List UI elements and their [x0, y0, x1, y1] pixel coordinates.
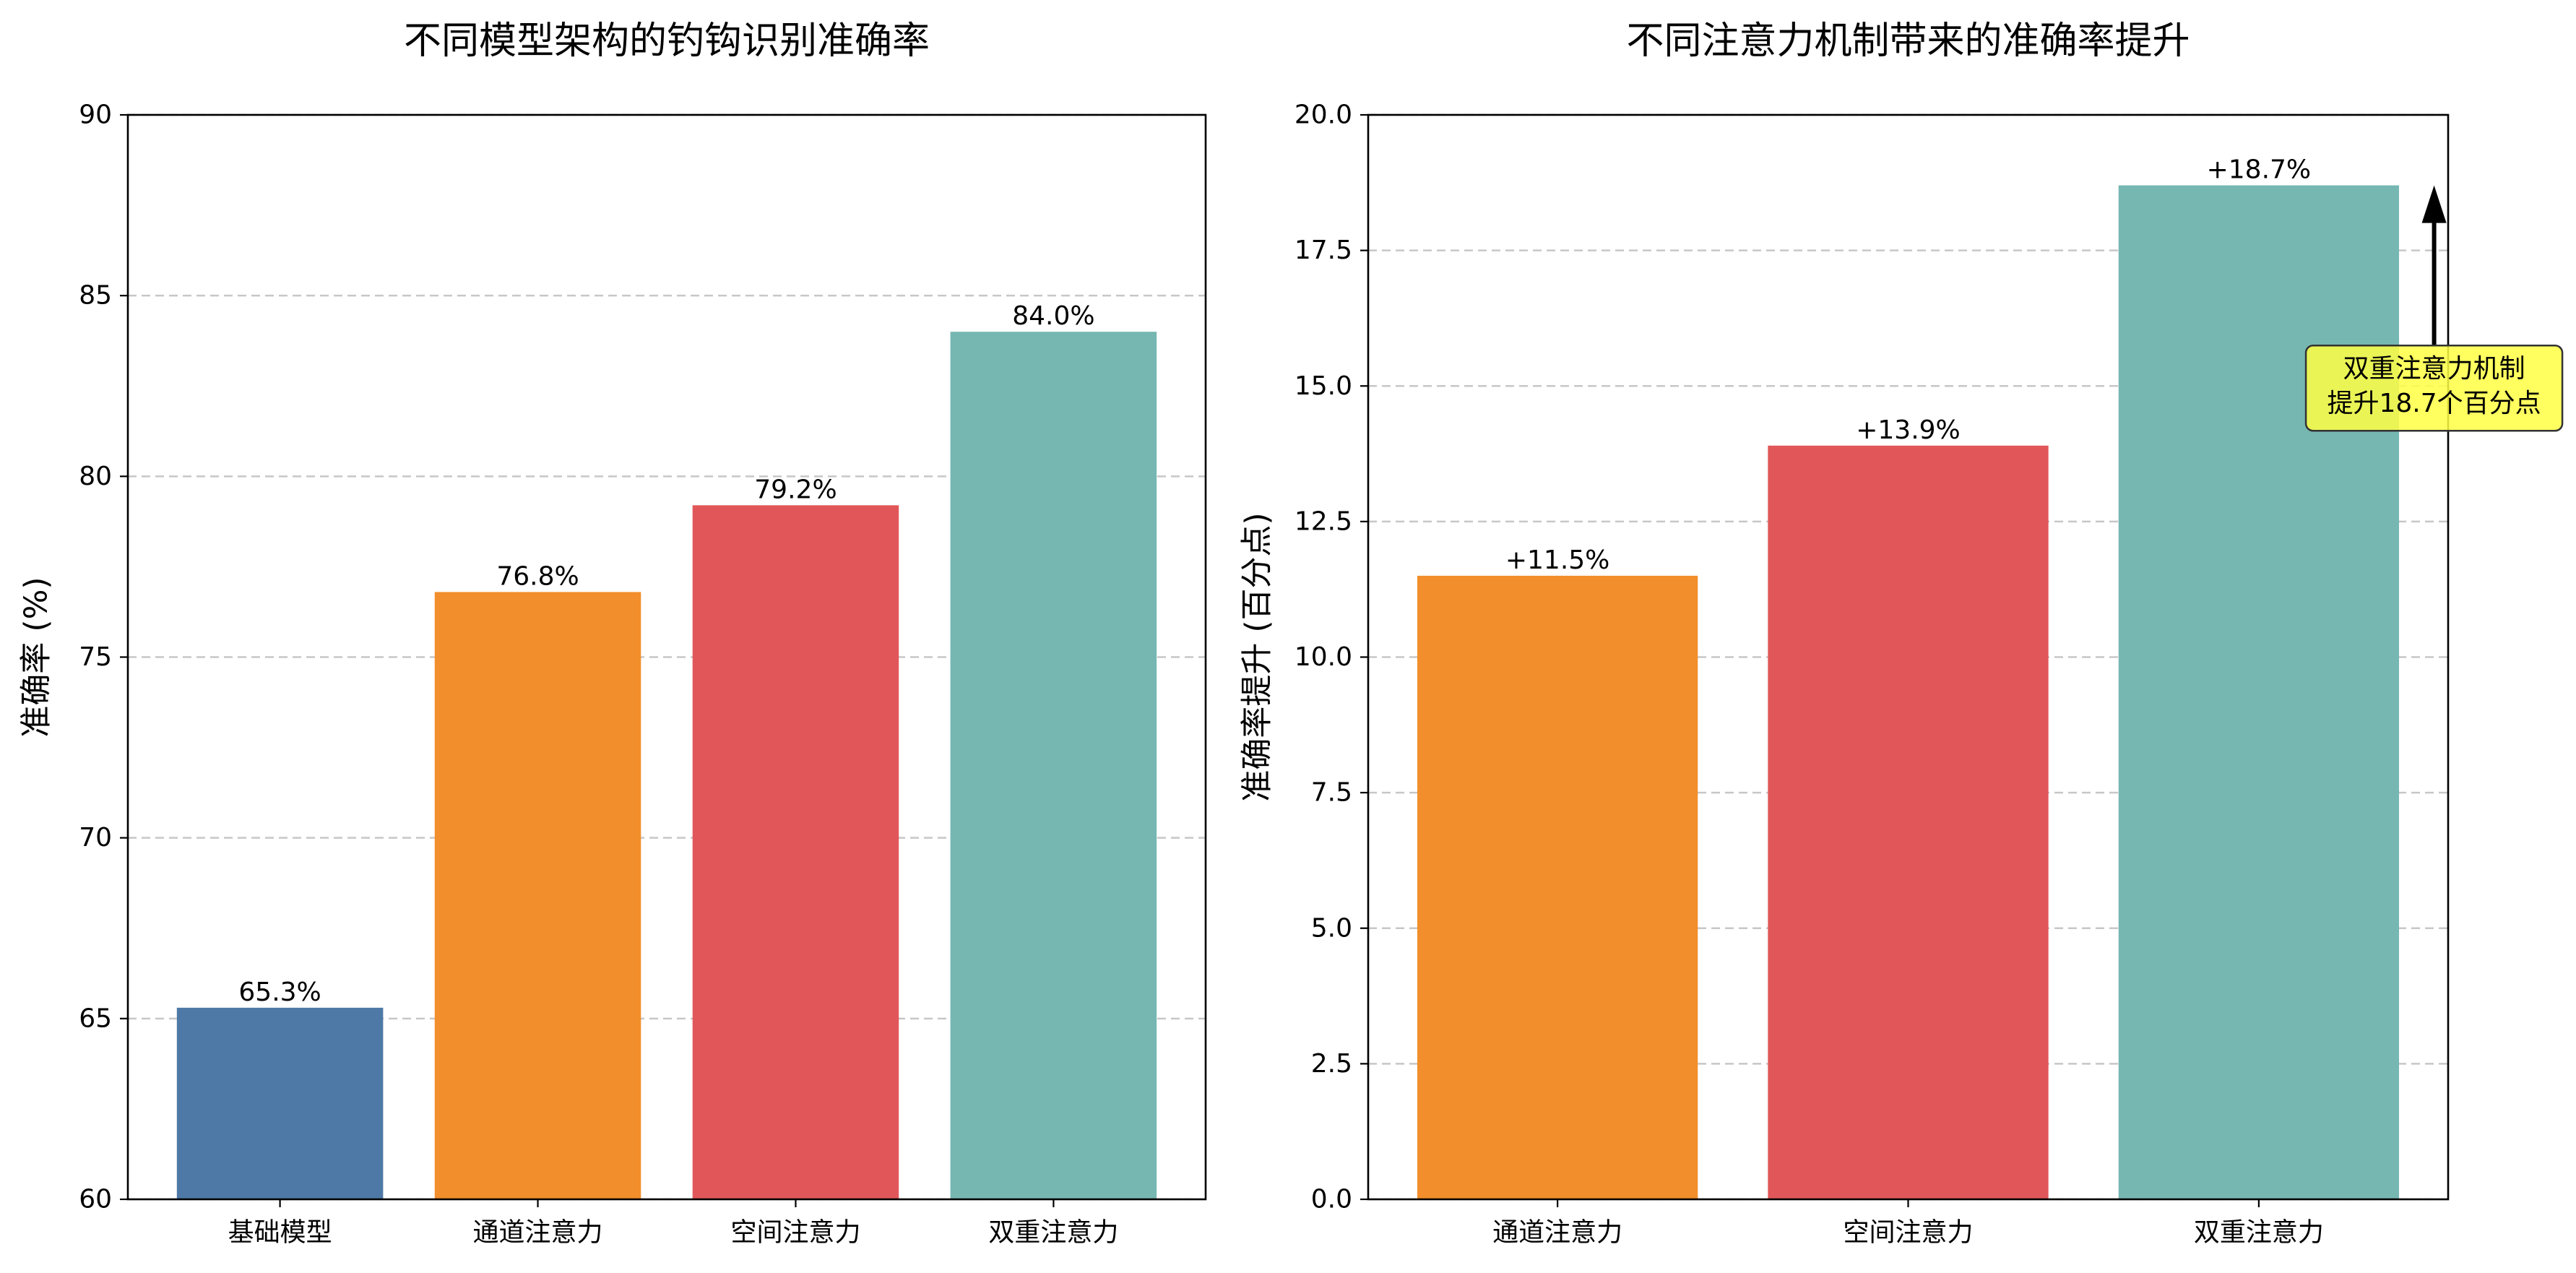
- y-tick-label: 90: [79, 100, 112, 130]
- chart-title: 不同模型架构的钓钩识别准确率: [404, 20, 930, 63]
- x-tick-label: 双重注意力: [988, 1218, 1118, 1248]
- bar: [692, 505, 899, 1199]
- y-tick-label: 15.0: [1295, 371, 1352, 401]
- plot-frame: [126, 113, 1207, 1201]
- x-tick-label: 通道注意力: [473, 1218, 603, 1248]
- bar: [1768, 445, 2049, 1200]
- y-tick-label: 0.0: [1311, 1185, 1352, 1214]
- y-tick-label: 65: [79, 1004, 112, 1033]
- chart-title: 不同注意力机制带来的准确率提升: [1626, 20, 2190, 63]
- x-tick-label: 空间注意力: [730, 1218, 860, 1248]
- bar: [434, 592, 641, 1199]
- y-tick-label: 5.0: [1311, 913, 1352, 943]
- bar: [2118, 185, 2400, 1200]
- x-tick-label: 双重注意力: [2194, 1218, 2324, 1248]
- annotation-arrowhead: [2421, 185, 2447, 223]
- bar: [1417, 575, 1698, 1199]
- bar-value-label: 65.3%: [238, 978, 321, 1007]
- bar-value-label: +13.9%: [1856, 415, 1961, 445]
- y-tick-label: 20.0: [1295, 100, 1352, 130]
- x-tick-label: 空间注意力: [1843, 1218, 1973, 1248]
- bar: [176, 1007, 384, 1199]
- x-tick-label: 通道注意力: [1492, 1218, 1622, 1248]
- bar-value-label: +18.7%: [2207, 155, 2312, 185]
- bar-value-label: +11.5%: [1505, 545, 1610, 575]
- y-tick-label: 10.0: [1295, 642, 1352, 672]
- annotation-box: [2304, 345, 2564, 432]
- bar-value-label: 84.0%: [1012, 301, 1094, 331]
- annotation-text-line: 提升18.7个百分点: [2327, 389, 2541, 418]
- chart-2: +11.5% 通道注意力 +13.9% 空间注意力 +18.7% 双重注意力 0.0 2.5 5…: [1239, 20, 2564, 1248]
- bar-value-label: 79.2%: [754, 475, 837, 504]
- y-tick-label: 80: [79, 462, 112, 491]
- bar: [950, 332, 1157, 1200]
- plot-frame: [1367, 113, 2450, 1201]
- y-tick-label: 70: [79, 823, 112, 853]
- bar-value-label: 76.8%: [496, 561, 579, 591]
- annotation-text-line: 双重注意力机制: [2343, 354, 2525, 384]
- y-axis-label: 准确率提升 (百分点): [1239, 512, 1276, 801]
- y-tick-label: 2.5: [1311, 1049, 1352, 1079]
- y-tick-label: 17.5: [1295, 236, 1352, 265]
- y-tick-label: 60: [79, 1185, 112, 1214]
- y-tick-label: 75: [79, 642, 112, 672]
- chart-1: 65.3% 基础模型 76.8% 通道注意力 79.2% 空间注意力 84.0% 双重注意力 6…: [18, 20, 1207, 1248]
- y-axis-label: 准确率 (%): [18, 577, 55, 737]
- x-tick-label: 基础模型: [228, 1218, 332, 1248]
- y-tick-label: 85: [79, 281, 112, 311]
- y-tick-label: 12.5: [1295, 506, 1352, 536]
- y-tick-label: 7.5: [1311, 778, 1352, 808]
